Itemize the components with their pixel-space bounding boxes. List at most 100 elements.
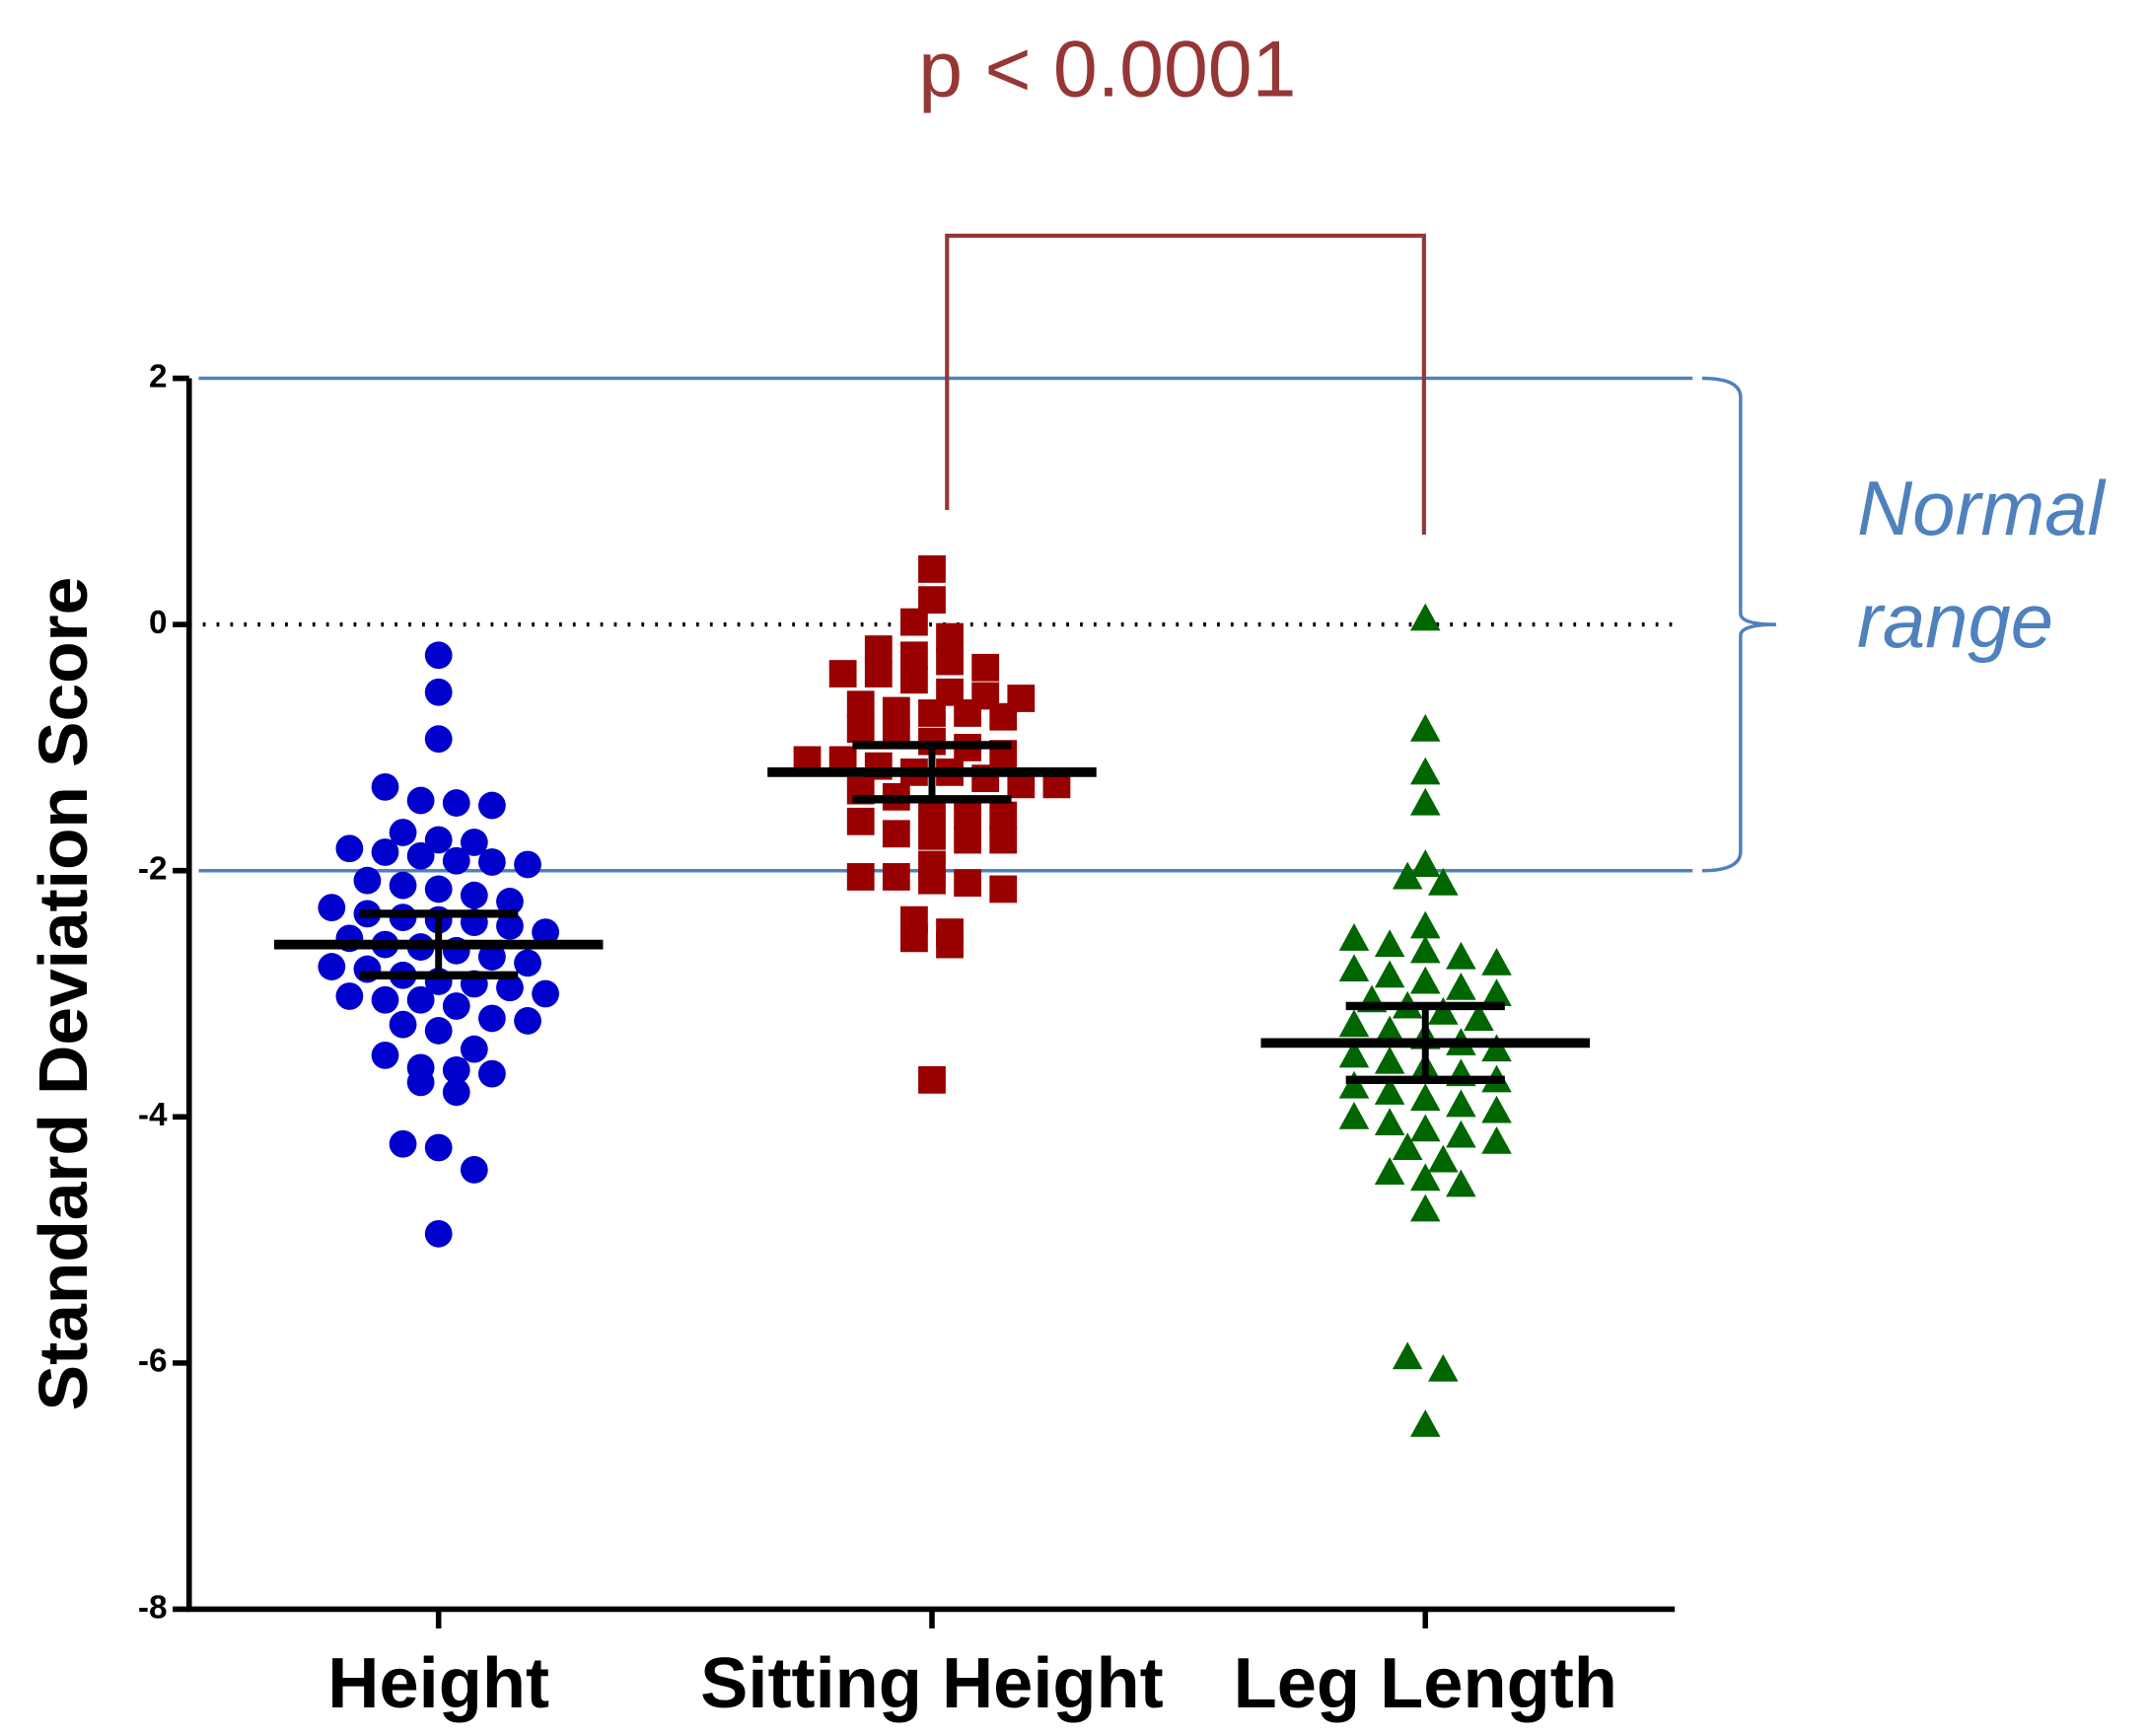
data-point: [424, 875, 453, 904]
significance-bracket: [945, 233, 1426, 535]
data-point: [424, 678, 453, 706]
data-point: [1409, 1163, 1441, 1192]
data-point: [406, 786, 435, 815]
data-point: [477, 848, 506, 876]
y-axis-title: Standard Deviation Score: [25, 577, 102, 1410]
data-point: [1464, 1003, 1494, 1031]
data-point: [1446, 1169, 1476, 1197]
data-point: [989, 702, 1018, 731]
data-point: [424, 725, 453, 754]
data-point: [371, 838, 399, 866]
data-point: [882, 696, 910, 725]
data-point: [1409, 1409, 1441, 1437]
data-point: [1409, 910, 1441, 939]
data-point: [1446, 972, 1476, 1000]
data-point: [335, 982, 364, 1010]
x-tick-label: Sitting Height: [700, 1644, 1164, 1723]
data-point: [442, 789, 470, 817]
data-point: [936, 647, 964, 676]
data-point: [532, 979, 559, 1008]
data-point: [1409, 757, 1441, 785]
normal-range-brace: [1701, 376, 1777, 873]
data-point: [318, 894, 346, 922]
data-point: [353, 866, 382, 895]
data-point: [918, 699, 946, 727]
data-point: [1392, 861, 1423, 890]
data-point: [1374, 1157, 1405, 1185]
data-point: [900, 924, 928, 953]
y-tick-label: 2: [149, 358, 168, 395]
data-point: [424, 1017, 453, 1045]
data-point: [1446, 1120, 1476, 1148]
data-point: [1392, 1132, 1423, 1160]
data-point: [460, 881, 488, 909]
data-point: [882, 820, 910, 848]
data-point: [1409, 935, 1441, 964]
data-point: [971, 653, 1000, 682]
y-tick-label: -2: [138, 851, 168, 888]
data-point: [954, 801, 982, 830]
data-point: [1374, 1108, 1405, 1136]
data-point: [442, 1055, 470, 1084]
data-point: [989, 826, 1018, 854]
data-point: [424, 826, 453, 854]
data-point: [371, 772, 399, 801]
data-point: [1481, 948, 1512, 976]
data-point: [1409, 1083, 1441, 1112]
data-point: [424, 1219, 453, 1248]
data-point: [954, 869, 982, 898]
data-point: [1338, 1009, 1370, 1038]
data-point: [477, 943, 506, 971]
data-point: [989, 801, 1018, 830]
data-point: [424, 1133, 453, 1162]
data-point: [477, 791, 506, 820]
data-point: [460, 1156, 488, 1184]
data-point: [318, 953, 346, 980]
data-point: [389, 819, 417, 846]
data-point: [335, 834, 364, 863]
y-tick-label: -4: [138, 1097, 168, 1133]
data-point: [918, 822, 946, 850]
data-point: [846, 690, 875, 719]
data-point: [954, 699, 982, 727]
data-point: [1428, 867, 1459, 896]
data-point: [1428, 996, 1459, 1025]
data-point: [846, 863, 875, 891]
data-point: [1409, 1114, 1441, 1142]
data-point: [460, 1035, 488, 1063]
data-point: [1338, 1040, 1370, 1068]
y-tick-label: 0: [149, 605, 168, 641]
y-tick-label: -8: [138, 1589, 168, 1626]
normal-range-label: Normal range: [1857, 467, 2107, 664]
data-point: [371, 1042, 399, 1069]
data-point: [442, 992, 470, 1020]
data-point: [1374, 960, 1405, 988]
data-point: [936, 930, 964, 959]
data-point: [936, 622, 964, 651]
data-point: [918, 866, 946, 895]
data-point: [864, 635, 893, 663]
data-point: [389, 1129, 417, 1158]
data-point: [1374, 1077, 1405, 1105]
data-point: [1409, 1194, 1441, 1222]
data-point: [1446, 941, 1476, 970]
x-tick-label: Height: [327, 1644, 549, 1723]
data-point: [1338, 1070, 1370, 1099]
data-point: [496, 888, 524, 915]
data-point: [846, 807, 875, 835]
data-point: [846, 715, 875, 744]
data-point: [371, 985, 399, 1014]
data-point: [1374, 1046, 1405, 1074]
data-point: [460, 829, 488, 856]
data-point: [389, 871, 417, 900]
data-point: [882, 863, 910, 891]
data-point: [406, 1068, 435, 1097]
data-point: [1481, 1095, 1512, 1123]
data-point: [1409, 849, 1441, 877]
data-point: [918, 555, 946, 583]
p-value: p < 0.0001: [918, 26, 1296, 114]
data-point: [442, 846, 470, 875]
data-point: [1374, 1015, 1405, 1044]
data-point: [477, 1004, 506, 1033]
